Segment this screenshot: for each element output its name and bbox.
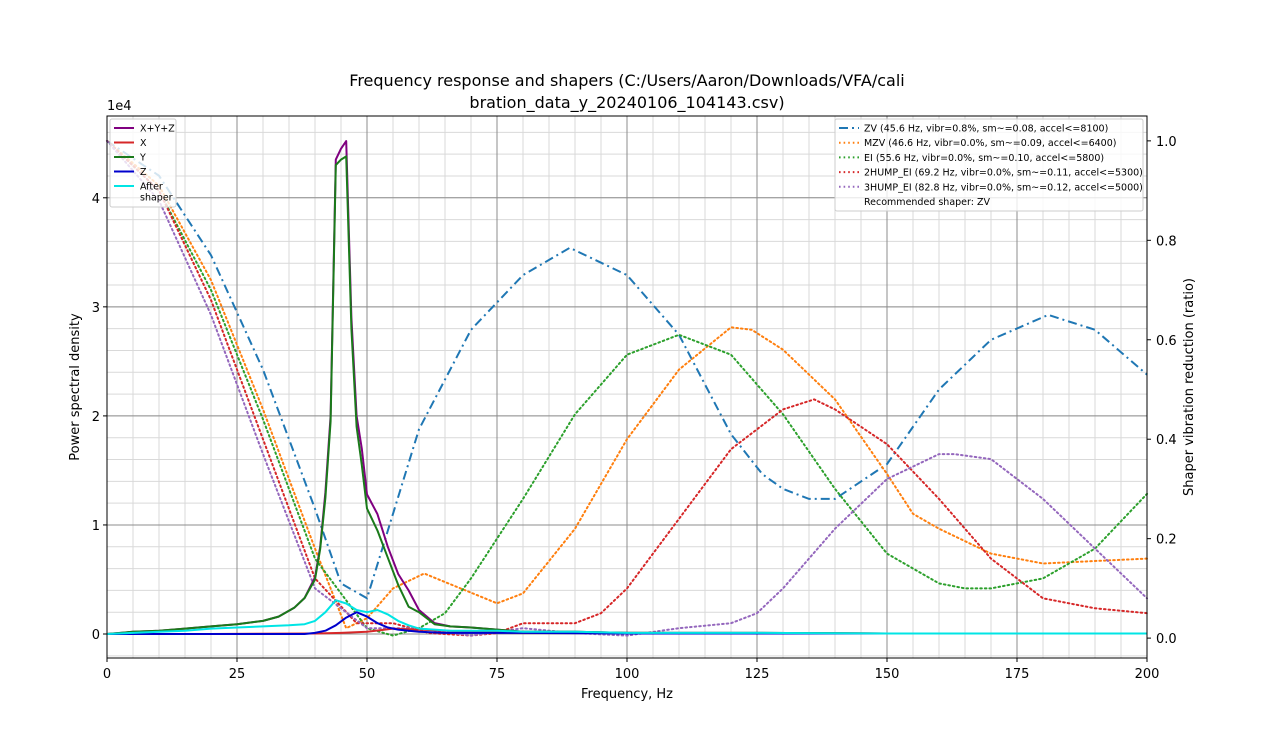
x-tick-label: 150 <box>875 667 900 682</box>
psd-legend-label: After shaper <box>140 182 173 204</box>
chart-title-line-2: bration_data_y_20240106_104143.csv) <box>469 93 784 113</box>
chart-title: Frequency response and shapers (C:/Users… <box>349 71 904 113</box>
shaper-line-3 <box>106 139 1148 637</box>
psd-legend-label: Z <box>140 167 147 178</box>
y2-tick-label: 1.0 <box>1156 135 1177 150</box>
shaper-line-4 <box>106 139 1148 637</box>
psd-legend-label: X+Y+Z <box>140 124 175 135</box>
x-tick-label: 25 <box>229 667 246 682</box>
x-tick-label: 0 <box>103 667 111 682</box>
shaper-curves <box>106 139 1148 637</box>
shaper-legend-label: EI (55.6 Hz, vibr=0.0%, sm~=0.10, accel<… <box>864 153 1104 164</box>
x-tick-label: 75 <box>489 667 506 682</box>
shaper-legend-box <box>834 118 1144 212</box>
psd-legend: X+Y+Z XYZ After shaper <box>109 118 177 208</box>
y-tick-label: 4 <box>92 192 100 207</box>
y-axis-label: Power spectral density <box>68 313 83 461</box>
y-tick-label: 3 <box>92 301 100 316</box>
y2-tick-label: 0.4 <box>1156 433 1177 448</box>
x-tick-label: 125 <box>745 667 770 682</box>
y-tick-label: 0 <box>92 628 100 643</box>
y2-axis-ticks: 0.0 0.2 0.4 0.6 0.8 1.0 <box>1147 135 1177 647</box>
shaper-line-2 <box>106 139 1148 637</box>
y-tick-label: 2 <box>92 410 100 425</box>
y2-axis-label: Shaper vibration reduction (ratio) <box>1182 278 1197 496</box>
x-tick-label: 175 <box>1005 667 1030 682</box>
shaper-legend-label: 3HUMP_EI (82.8 Hz, vibr=0.0%, sm~=0.12, … <box>864 182 1143 193</box>
x-axis-ticks: 0 25 50 75 100 125 150 175 200 <box>103 658 1160 682</box>
y-axis-ticks: 0 1 2 3 4 <box>92 192 107 643</box>
y-axis-multiplier: 1e4 <box>107 99 132 114</box>
y2-tick-label: 0.0 <box>1156 632 1177 647</box>
y-tick-label: 1 <box>92 519 100 534</box>
shaper-legend-label: 2HUMP_EI (69.2 Hz, vibr=0.0%, sm~=0.11, … <box>864 168 1143 179</box>
y2-tick-label: 0.6 <box>1156 334 1177 349</box>
x-tick-label: 100 <box>615 667 640 682</box>
y2-tick-label: 0.2 <box>1156 533 1177 548</box>
chart-title-line-1: Frequency response and shapers (C:/Users… <box>349 71 904 90</box>
shaper-line-1 <box>106 139 1148 630</box>
shaper-line-0 <box>106 140 1148 600</box>
shaper-legend-label: ZV (45.6 Hz, vibr=0.8%, sm~=0.08, accel<… <box>864 124 1108 135</box>
x-tick-label: 200 <box>1135 667 1160 682</box>
shaper-legend: ZV (45.6 Hz, vibr=0.8%, sm~=0.08, accel<… <box>834 118 1144 212</box>
recommended-shaper-text: Recommended shaper: ZV <box>864 197 990 208</box>
shaper-legend-label: MZV (46.6 Hz, vibr=0.0%, sm~=0.09, accel… <box>864 138 1116 149</box>
x-tick-label: 50 <box>359 667 376 682</box>
psd-legend-label: X <box>140 138 147 149</box>
psd-curves <box>106 140 1147 635</box>
psd-line-4 <box>106 599 1147 635</box>
psd-line-3 <box>107 611 1147 635</box>
psd-legend-label: Y <box>139 153 146 164</box>
x-axis-label: Frequency, Hz <box>581 687 673 702</box>
y2-tick-label: 0.8 <box>1156 234 1177 249</box>
